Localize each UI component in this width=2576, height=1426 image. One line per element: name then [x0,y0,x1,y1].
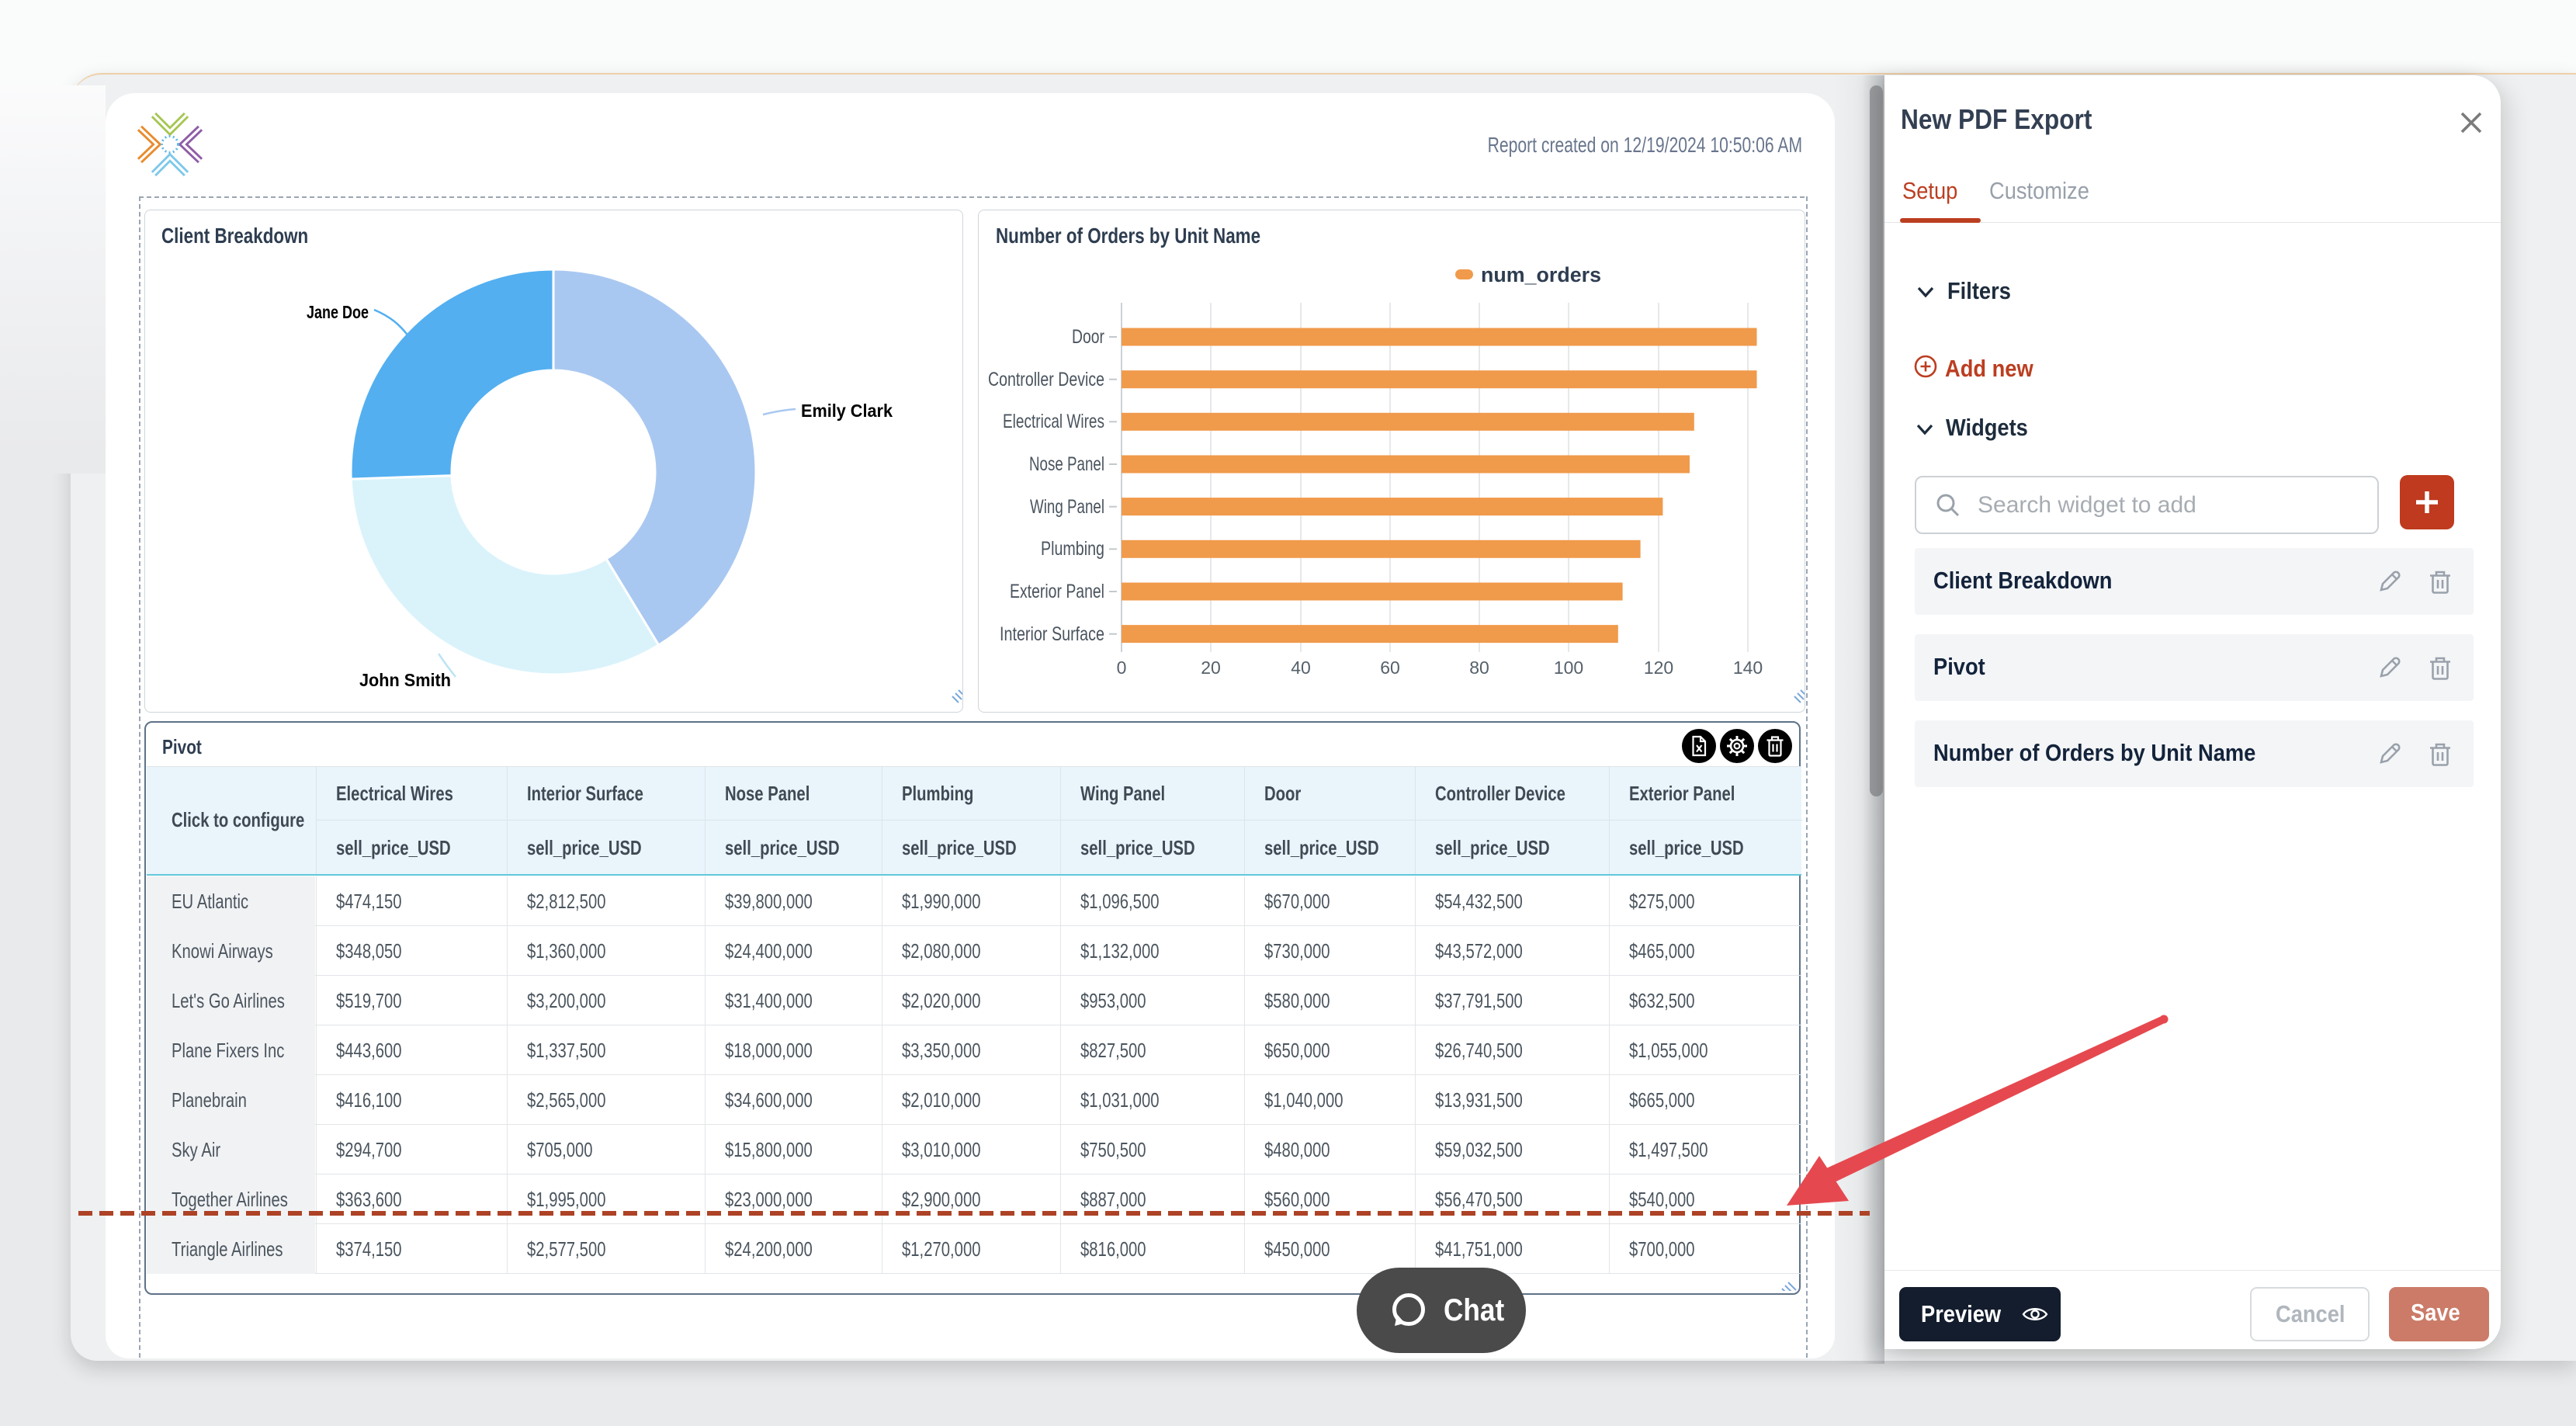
svg-text:Nose Panel: Nose Panel [1029,453,1104,475]
svg-text:Interior Surface: Interior Surface [1000,623,1104,645]
svg-text:John Smith: John Smith [359,670,451,690]
svg-text:Controller Device: Controller Device [988,369,1104,390]
svg-text:Jane Doe: Jane Doe [307,302,369,322]
svg-text:100: 100 [1554,657,1583,678]
svg-text:80: 80 [1469,657,1489,678]
svg-text:Plumbing: Plumbing [1041,538,1104,560]
svg-text:140: 140 [1733,657,1763,678]
svg-text:20: 20 [1201,657,1221,678]
svg-text:Electrical Wires: Electrical Wires [1003,411,1104,432]
svg-text:Wing Panel: Wing Panel [1030,496,1104,518]
svg-text:Emily Clark: Emily Clark [801,401,893,421]
svg-text:60: 60 [1380,657,1400,678]
svg-text:Door: Door [1072,326,1104,348]
svg-text:0: 0 [1117,657,1127,678]
svg-text:40: 40 [1291,657,1311,678]
svg-text:120: 120 [1644,657,1673,678]
svg-text:num_orders: num_orders [1481,263,1601,286]
svg-text:Exterior Panel: Exterior Panel [1010,581,1104,602]
